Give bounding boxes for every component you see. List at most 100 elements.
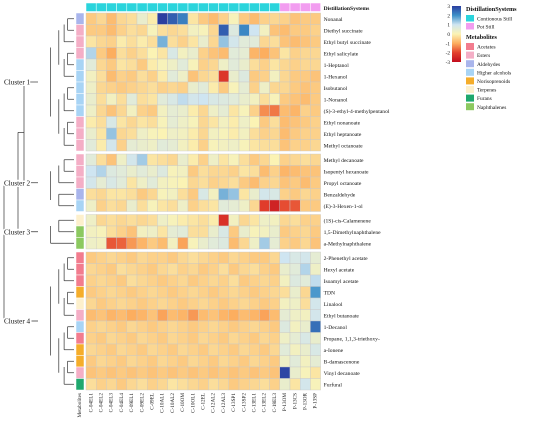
heatmap-cell: [279, 127, 291, 140]
heatmap-cell: [177, 251, 189, 264]
heatmap-cell: [259, 378, 270, 391]
heatmap-cell: [136, 251, 148, 264]
heatmap-cell: [136, 237, 148, 250]
heatmap-cell: [269, 366, 281, 379]
distillation-annotation-label: DistillationSystems: [324, 6, 371, 12]
heatmap-cell: [259, 139, 270, 152]
heatmap-cell: [126, 70, 138, 83]
heatmap-cell: [228, 237, 240, 250]
heatmap-cell: [146, 104, 158, 117]
heatmap-cell: [269, 214, 281, 227]
heatmap-cell: [300, 225, 311, 238]
color-scale-tick: -3: [446, 60, 451, 66]
distillation-cell: [136, 2, 148, 12]
heatmap-cell: [289, 58, 301, 71]
heatmap-cell: [167, 70, 179, 83]
heatmap-cell: [310, 35, 321, 48]
column-labels: C-04EL1 C-04EL2 C-04EL3 C-04EL4 C-09EL1 C-09E…: [88, 392, 318, 412]
heatmap-cell: [218, 81, 230, 94]
heatmap-cell: [146, 237, 158, 250]
heatmap-cell: [259, 214, 270, 227]
heatmap-cell: [95, 320, 107, 333]
heatmap-cell: [126, 286, 138, 299]
heatmap-cell: [187, 251, 199, 264]
heatmap-cell: [310, 58, 321, 71]
row-label: 1-Decanol: [324, 325, 348, 331]
heatmap-cell: [167, 237, 179, 250]
metabolite-cell: [75, 274, 85, 287]
heatmap-cell: [269, 274, 281, 287]
heatmap-cell: [187, 47, 199, 60]
heatmap-cell: [157, 12, 168, 25]
heatmap-cell: [106, 355, 117, 368]
heatmap-cell: [167, 188, 179, 201]
heatmap-cell: [197, 12, 209, 25]
heatmap-cell: [289, 366, 301, 379]
heatmap-cell: [187, 12, 199, 25]
metabolite-cell: [75, 320, 85, 333]
heatmap-cell: [187, 116, 199, 129]
color-scale-bar: [452, 6, 461, 62]
heatmap-cell: [197, 199, 209, 212]
heatmap-cell: [197, 70, 209, 83]
heatmap-cell: [136, 139, 148, 152]
heatmap-cell: [279, 153, 291, 166]
heatmap-cell: [218, 286, 230, 299]
heatmap-cell: [136, 225, 148, 238]
heatmap-cell: [167, 343, 179, 356]
heatmap-cell: [269, 153, 281, 166]
heatmap-cell: [218, 70, 230, 83]
heatmap-cell: [279, 263, 291, 276]
heatmap-cell: [208, 93, 219, 106]
heatmap-cell: [167, 355, 179, 368]
heatmap-cell: [218, 127, 230, 140]
heatmap-cell: [187, 139, 199, 152]
heatmap-cell: [126, 251, 138, 264]
heatmap-cell: [269, 116, 281, 129]
heatmap-cell: [106, 35, 117, 48]
heatmap-cell: [177, 70, 189, 83]
heatmap-cell: [228, 81, 240, 94]
heatmap-cell: [238, 366, 250, 379]
legend-swatch: [466, 51, 474, 59]
heatmap-cell: [310, 297, 321, 310]
heatmap-cell: [157, 309, 168, 322]
heatmap-cell: [167, 225, 179, 238]
distillation-cell: [299, 2, 311, 12]
heatmap-cell: [157, 225, 168, 238]
cluster-label: Cluster 3: [4, 228, 31, 236]
heatmap-cell: [116, 332, 127, 345]
heatmap-cell: [300, 47, 311, 60]
heatmap-cell: [228, 12, 240, 25]
heatmap-cell: [197, 320, 209, 333]
heatmap-cell: [177, 93, 189, 106]
heatmap-cell: [218, 176, 230, 189]
heatmap-cell: [146, 12, 158, 25]
heatmap-cell: [126, 127, 138, 140]
heatmap-cell: [208, 165, 219, 178]
heatmap-cell: [177, 286, 189, 299]
heatmap-cell: [187, 188, 199, 201]
heatmap-cell: [167, 47, 179, 60]
heatmap-cell: [167, 378, 179, 391]
heatmap-cell: [157, 35, 168, 48]
heatmap-cell: [157, 320, 168, 333]
heatmap-cell: [95, 237, 107, 250]
heatmap-cell: [269, 309, 281, 322]
heatmap-cell: [136, 104, 148, 117]
legend-swatch: [466, 86, 474, 93]
heatmap-cell: [136, 297, 148, 310]
legend-swatch: [466, 23, 474, 30]
heatmap-cell: [238, 332, 250, 345]
heatmap-cell: [248, 251, 260, 264]
heatmap-cell: [177, 127, 189, 140]
metabolite-cell: [75, 309, 85, 322]
heatmap-cell: [187, 320, 199, 333]
cluster-label: Cluster 2: [4, 179, 31, 187]
heatmap-cell: [85, 139, 97, 152]
heatmap-cell: [116, 127, 127, 140]
heatmap-cell: [269, 355, 281, 368]
row-label: Ethyl butyl succinate: [324, 40, 372, 46]
metabolite-cell: [75, 12, 85, 25]
